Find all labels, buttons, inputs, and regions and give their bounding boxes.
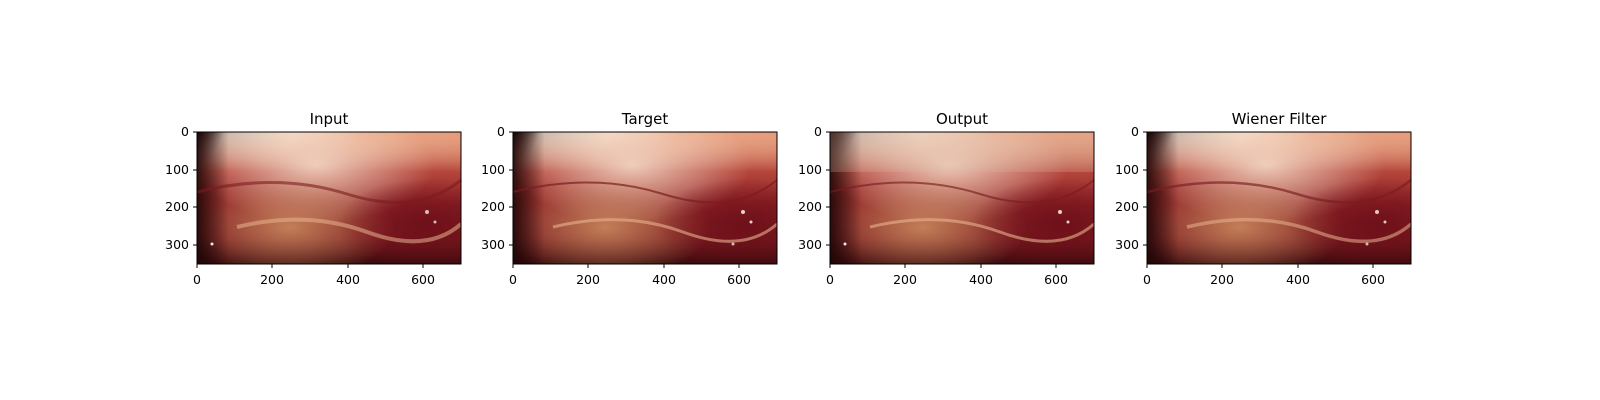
x-ticks: 0 200 400 600 xyxy=(509,264,751,287)
svg-text:0: 0 xyxy=(814,124,822,139)
panel-wiener-filter: Wiener Filter 0 200 400 600 0 100 200 30… xyxy=(1115,110,1413,287)
svg-text:600: 600 xyxy=(411,272,435,287)
svg-text:400: 400 xyxy=(969,272,993,287)
svg-text:400: 400 xyxy=(1286,272,1310,287)
svg-text:100: 100 xyxy=(481,162,505,177)
svg-text:300: 300 xyxy=(165,237,189,252)
svg-text:200: 200 xyxy=(260,272,284,287)
svg-text:600: 600 xyxy=(1361,272,1385,287)
svg-text:200: 200 xyxy=(165,199,189,214)
svg-text:0: 0 xyxy=(509,272,517,287)
panel-input: Input 0 200 400 600 0 100 200 300 xyxy=(165,110,463,287)
svg-text:300: 300 xyxy=(798,237,822,252)
svg-text:600: 600 xyxy=(1044,272,1068,287)
svg-text:0: 0 xyxy=(826,272,834,287)
x-ticks: 0 200 400 600 xyxy=(826,264,1068,287)
y-ticks: 0 100 200 300 xyxy=(481,124,513,252)
y-ticks: 0 100 200 300 xyxy=(1115,124,1147,252)
svg-text:0: 0 xyxy=(1143,272,1151,287)
tissue-image xyxy=(512,132,778,264)
svg-text:200: 200 xyxy=(893,272,917,287)
tissue-image xyxy=(829,132,1095,264)
svg-text:200: 200 xyxy=(576,272,600,287)
axes-frame xyxy=(512,131,778,265)
svg-text:600: 600 xyxy=(727,272,751,287)
axes-frame xyxy=(1146,131,1412,265)
y-ticks: 0 100 200 300 xyxy=(165,124,197,252)
x-ticks: 0 200 400 600 xyxy=(193,264,435,287)
svg-text:100: 100 xyxy=(1115,162,1139,177)
svg-text:100: 100 xyxy=(798,162,822,177)
panel-target: Target 0 200 400 600 0 100 200 300 xyxy=(481,110,778,287)
y-ticks: 0 100 200 300 xyxy=(798,124,830,252)
svg-text:200: 200 xyxy=(798,199,822,214)
panel-title: Wiener Filter xyxy=(1232,110,1328,128)
svg-text:200: 200 xyxy=(481,199,505,214)
svg-text:400: 400 xyxy=(652,272,676,287)
x-ticks: 0 200 400 600 xyxy=(1143,264,1385,287)
axes-frame xyxy=(829,131,1095,265)
svg-text:0: 0 xyxy=(497,124,505,139)
tissue-image xyxy=(1146,132,1413,264)
svg-text:0: 0 xyxy=(181,124,189,139)
axes-frame xyxy=(196,131,462,265)
tissue-image xyxy=(196,132,463,264)
svg-text:200: 200 xyxy=(1115,199,1139,214)
svg-text:0: 0 xyxy=(1131,124,1139,139)
svg-text:300: 300 xyxy=(1115,237,1139,252)
svg-text:400: 400 xyxy=(336,272,360,287)
panel-title: Target xyxy=(621,110,669,128)
svg-text:100: 100 xyxy=(165,162,189,177)
svg-text:200: 200 xyxy=(1210,272,1234,287)
svg-text:0: 0 xyxy=(193,272,201,287)
panel-title: Output xyxy=(936,110,988,128)
panel-title: Input xyxy=(310,110,349,128)
panel-output: Output 0 200 400 600 0 100 200 300 xyxy=(798,110,1095,287)
svg-text:300: 300 xyxy=(481,237,505,252)
